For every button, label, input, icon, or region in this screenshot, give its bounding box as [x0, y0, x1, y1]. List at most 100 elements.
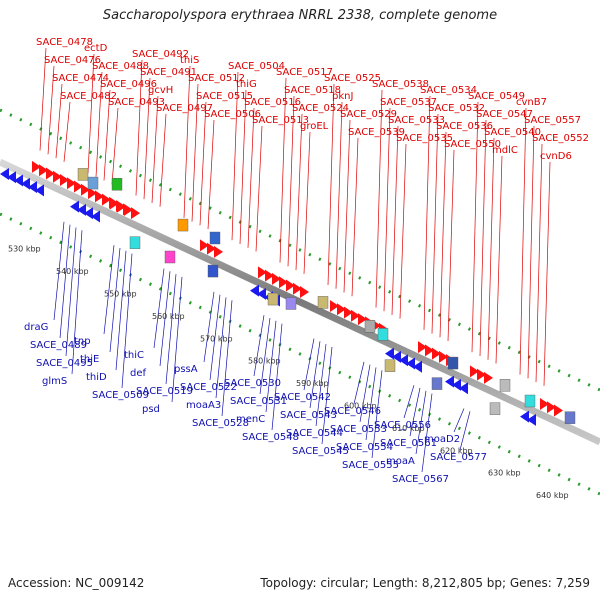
reverse-label-connector	[159, 271, 171, 367]
reverse-label-connector	[215, 297, 227, 399]
gene-block	[431, 377, 443, 390]
forward-gene-arrow	[418, 341, 427, 354]
forward-gene-arrow	[67, 177, 76, 190]
gene-block	[384, 359, 396, 372]
forward-gene-label: SACE_0482	[60, 91, 117, 102]
kbp-tick-label: 630 kbp	[488, 469, 521, 478]
gene-features	[0, 160, 576, 426]
reverse-gene-label: glmS	[42, 376, 67, 387]
kbp-tick-label: 560 kbp	[152, 312, 185, 321]
forward-gene-label: SACE_0537	[380, 97, 437, 108]
reverse-label-connector	[453, 408, 465, 433]
reverse-gene-arrow	[84, 207, 93, 220]
gene-block	[177, 218, 189, 232]
reverse-gene-label: def	[130, 368, 147, 379]
forward-label-connector	[255, 125, 263, 252]
gene-block	[207, 264, 219, 278]
reverse-label-connector	[71, 230, 83, 375]
forward-label-connector	[87, 53, 95, 174]
reverse-gene-arrow	[250, 284, 259, 297]
reverse-label-connector	[165, 274, 177, 385]
reverse-label-connector	[253, 315, 265, 377]
reverse-gene-arrow	[459, 382, 468, 395]
forward-label-connector	[63, 101, 71, 162]
forward-gene-arrow	[88, 187, 97, 200]
gene-block	[499, 379, 511, 392]
reverse-label-connector	[115, 250, 127, 371]
forward-label-connector	[95, 71, 103, 177]
reverse-label-connector	[103, 245, 115, 335]
gene-block	[267, 292, 279, 306]
forward-gene-label: SACE_0474	[52, 73, 109, 84]
reverse-gene-label: pssA	[174, 364, 198, 375]
reverse-label-connector	[403, 385, 415, 419]
forward-label-connector	[439, 131, 447, 338]
forward-gene-label: SACE_0512	[188, 73, 245, 84]
forward-label-connector	[39, 47, 47, 151]
forward-label-connector	[431, 113, 439, 334]
reverse-gene-label: psd	[142, 404, 160, 415]
forward-gene-label: SACE_0478	[36, 37, 93, 48]
reverse-gene-label: SACE_0553	[330, 424, 387, 435]
reverse-gene-label: SACE_0556	[374, 420, 431, 431]
kbp-tick-label: 580 kbp	[248, 357, 281, 366]
forward-label-connector	[343, 119, 351, 293]
kbp-tick-label: 610 kbp	[392, 424, 425, 433]
forward-label-connector	[199, 101, 207, 226]
forward-gene-arrow	[110, 197, 119, 210]
forward-label-connector	[295, 113, 303, 271]
reverse-gene-label: SACE_0519	[136, 386, 193, 397]
accession-text: Accession: NC_009142	[8, 576, 145, 590]
forward-label-connector	[47, 65, 55, 155]
reverse-gene-label: SACE_0509	[92, 390, 149, 401]
reverse-label-connector	[371, 370, 383, 459]
forward-gene-arrow	[46, 167, 55, 180]
reverse-label-connector	[315, 344, 327, 427]
reverse-gene-arrow	[0, 168, 9, 180]
forward-label-connector	[479, 119, 487, 357]
label-connectors	[39, 47, 551, 473]
reverse-gene-label: SACE_0542	[274, 392, 331, 403]
reverse-gene-arrow	[70, 200, 79, 213]
reverse-gene-arrow	[399, 354, 408, 367]
forward-gene-arrow	[81, 183, 90, 196]
reverse-gene-arrow	[257, 287, 266, 300]
forward-label-connector	[183, 65, 191, 218]
forward-gene-label: SACE_0493	[108, 97, 165, 108]
map-title: Saccharopolyspora erythraea NRRL 2338, c…	[102, 8, 498, 23]
reverse-label-connector	[421, 393, 433, 473]
scale-dotted-lines	[0, 108, 600, 496]
reverse-label-connector	[53, 221, 65, 321]
forward-gene-arrow	[477, 368, 486, 381]
reverse-gene-label: SACE_0531	[230, 396, 287, 407]
reverse-gene-label: SACE_0495	[36, 358, 93, 369]
forward-gene-arrow	[131, 207, 140, 220]
forward-label-connector	[471, 101, 479, 353]
reverse-label-connector	[203, 291, 215, 363]
forward-label-connector	[191, 83, 199, 222]
forward-gene-label: SACE_0535	[396, 133, 453, 144]
forward-gene-label: SACE_0539	[348, 127, 405, 138]
forward-label-connector	[391, 125, 399, 315]
reverse-gene-label: thiE	[80, 354, 99, 365]
forward-gene-labels: SACE_0478 SACE_0476 SACE_0474 SACE_0482 ectD…	[36, 37, 589, 162]
reverse-gene-label: SACE_0489	[30, 340, 87, 351]
kbp-tick-label: 620 kbp	[440, 446, 473, 455]
forward-gene-label: SACE_0532	[428, 103, 485, 114]
forward-gene-arrow	[351, 309, 360, 322]
forward-label-connector	[535, 143, 543, 383]
forward-label-connector	[279, 77, 287, 263]
reverse-label-connector	[65, 227, 77, 357]
forward-gene-label: SACE_0536	[436, 121, 493, 132]
reverse-label-connector	[121, 253, 133, 389]
forward-gene-label: SACE_0552	[532, 133, 589, 144]
forward-gene-label: SACE_0497	[156, 103, 213, 114]
reverse-gene-label: SACE_0555	[342, 460, 399, 471]
forward-gene-arrow	[60, 174, 69, 186]
reverse-gene-label: SACE_0530	[224, 378, 281, 389]
reverse-gene-label: SACE_0546	[324, 406, 381, 417]
forward-gene-arrow	[540, 398, 549, 410]
forward-gene-arrow	[32, 160, 41, 173]
forward-label-connector	[151, 95, 159, 203]
